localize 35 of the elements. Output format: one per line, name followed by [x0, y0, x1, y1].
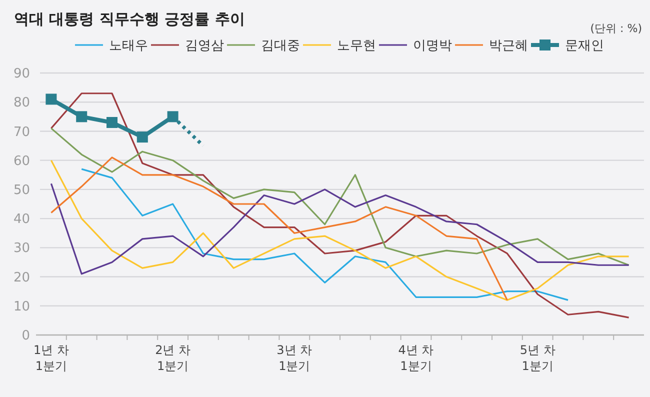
- y-tick-label: 70: [13, 124, 30, 140]
- line-series: [50, 182, 630, 275]
- text: (단위 : %): [590, 22, 642, 35]
- point: [106, 116, 118, 128]
- point: [136, 132, 148, 143]
- legend-label: 박근혜: [489, 38, 528, 54]
- y-tick-label: 30: [13, 241, 30, 256]
- legend-label: 노태우: [109, 38, 148, 54]
- legend-label: 이명박: [413, 38, 452, 54]
- y-tick-label: 0: [22, 328, 30, 344]
- y-tick-label: 60: [13, 154, 30, 169]
- line-series: [50, 156, 508, 301]
- y-tick-label: 90: [13, 66, 30, 82]
- point: [76, 111, 88, 122]
- x-tick-label: 3년 차 1분기: [276, 343, 312, 373]
- chart-title: 역대 대통령 직무수행 긍정률 추이: [14, 10, 245, 28]
- x-tick-label: 1년 차 1분기: [33, 343, 69, 373]
- line-series: [80, 168, 569, 301]
- legend-label: 노무현: [337, 38, 376, 54]
- point: [167, 111, 178, 122]
- legend-label: 문재인: [565, 38, 604, 54]
- y-tick-label: 80: [13, 96, 30, 111]
- x-tick-label: 5년 차 1분기: [520, 343, 556, 373]
- y-tick-label: 10: [13, 299, 30, 314]
- line-series: [50, 160, 630, 301]
- point: [46, 94, 57, 105]
- legend-label: 김영삼: [185, 38, 224, 54]
- y-tick-label: 40: [13, 212, 30, 228]
- y-tick-label: 20: [13, 270, 30, 286]
- x-tick-label: 4년 차 1분기: [398, 343, 434, 373]
- x-tick-label: 2년 차 1분기: [155, 343, 191, 373]
- legend-label: 김대중: [261, 38, 300, 54]
- line-series: [50, 128, 630, 266]
- y-tick-label: 50: [13, 182, 30, 198]
- line-series: [50, 92, 630, 318]
